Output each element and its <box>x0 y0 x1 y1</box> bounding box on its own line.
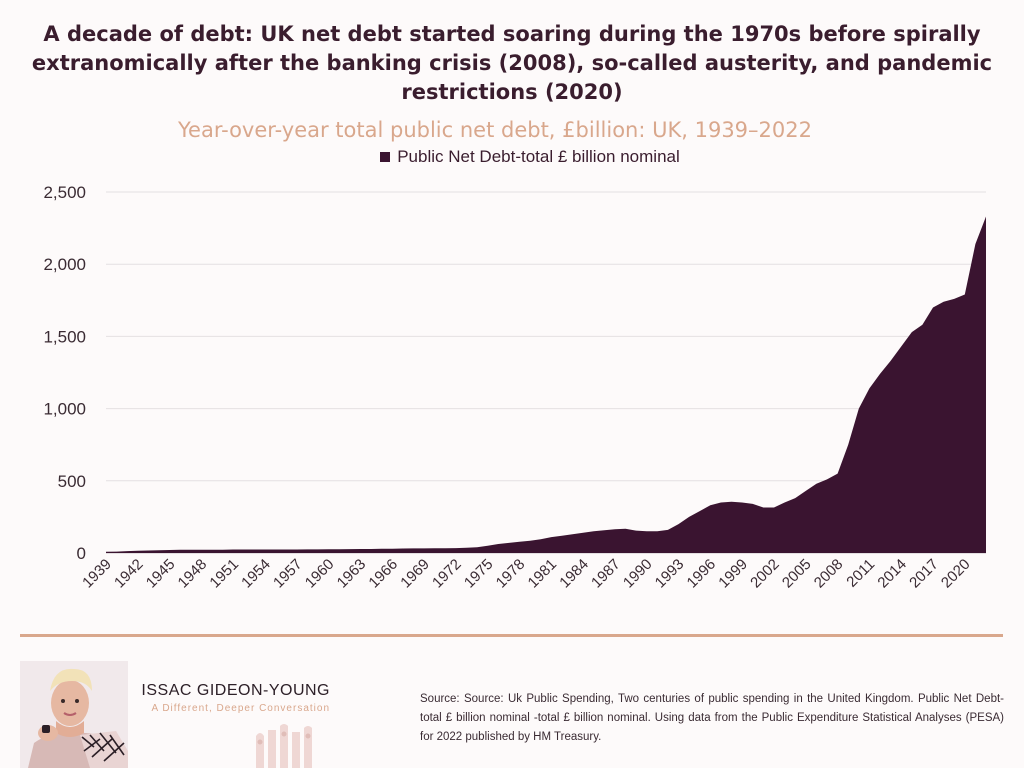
x-tick-label: 1957 <box>270 556 306 592</box>
y-tick-label: 2,000 <box>43 255 86 274</box>
x-tick-label: 1954 <box>238 556 274 592</box>
debt-area <box>106 216 986 553</box>
y-tick-label: 2,500 <box>43 183 86 202</box>
x-tick-label: 2002 <box>747 556 783 592</box>
x-axis: 1939194219451948195119541957196019631966… <box>79 556 973 592</box>
headline: A decade of debt: UK net debt started so… <box>31 22 993 104</box>
x-tick-label: 1960 <box>302 556 338 592</box>
brand-name: ISSAC GIDEON-YOUNG <box>141 682 330 699</box>
x-tick-label: 1975 <box>461 556 497 592</box>
x-tick-label: 1993 <box>652 556 688 592</box>
source-note: Source: Source: Uk Public Spending, Two … <box>420 693 1004 743</box>
area-chart: 0 500 1,000 1,500 2,000 2,500 193919421945194… <box>43 183 986 592</box>
x-tick-label: 1951 <box>206 556 242 592</box>
y-tick-label: 1,000 <box>43 400 86 419</box>
legend-swatch <box>380 152 391 162</box>
x-tick-label: 2005 <box>779 556 815 592</box>
x-tick-label: 1996 <box>684 556 720 592</box>
x-tick-label: 1969 <box>397 556 433 592</box>
x-tick-label: 2011 <box>843 556 878 591</box>
x-tick-label: 1972 <box>429 556 465 592</box>
y-tick-label: 1,500 <box>43 327 86 346</box>
y-tick-label: 0 <box>77 544 86 563</box>
legend-label: Public Net Debt-total £ billion nominal <box>397 147 680 166</box>
chart-subtitle: Year-over-year total public net debt, £b… <box>178 118 812 142</box>
author-photo <box>20 661 128 768</box>
x-tick-label: 1966 <box>365 556 401 592</box>
x-tick-label: 1999 <box>715 556 751 592</box>
x-tick-label: 1942 <box>111 556 147 592</box>
x-tick-label: 1987 <box>588 556 624 592</box>
divider <box>20 634 1003 637</box>
x-tick-label: 2017 <box>906 556 942 592</box>
x-tick-label: 1990 <box>620 556 656 592</box>
legend: Public Net Debt-total £ billion nominal <box>0 147 1024 167</box>
y-tick-label: 500 <box>58 472 86 491</box>
x-tick-label: 1963 <box>334 556 370 592</box>
x-tick-label: 1978 <box>493 556 529 592</box>
x-tick-label: 1945 <box>143 556 179 592</box>
brand-logo <box>256 724 312 768</box>
x-tick-label: 1948 <box>175 556 211 592</box>
x-tick-label: 1984 <box>556 556 592 592</box>
x-tick-label: 2020 <box>938 556 974 592</box>
x-tick-label: 2014 <box>874 556 910 592</box>
x-tick-label: 1981 <box>525 556 561 592</box>
y-axis: 0 500 1,000 1,500 2,000 2,500 <box>43 183 86 563</box>
brand-tagline: A Different, Deeper Conversation <box>151 703 330 714</box>
x-tick-label: 2008 <box>811 556 847 592</box>
